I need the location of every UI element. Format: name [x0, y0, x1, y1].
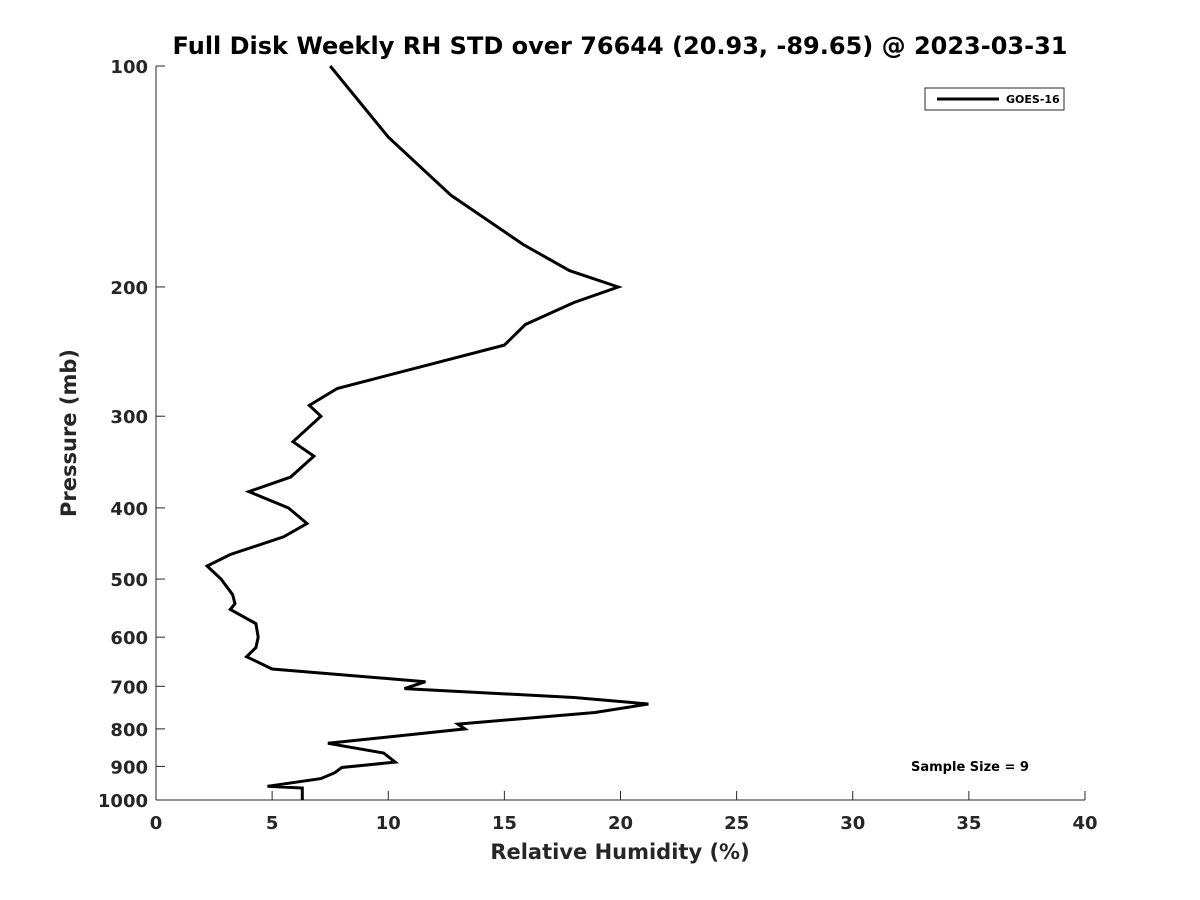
y-tick-label: 600 [110, 628, 148, 649]
x-tick-label: 5 [266, 813, 279, 834]
y-tick-label: 1000 [98, 791, 148, 812]
x-tick-label: 15 [492, 813, 517, 834]
chart-title: Full Disk Weekly RH STD over 76644 (20.9… [173, 32, 1068, 60]
series-line-goes16 [204, 65, 649, 800]
y-tick-label: 500 [110, 570, 148, 591]
x-tick-label: 35 [956, 813, 981, 834]
y-axis-label: Pressure (mb) [57, 349, 81, 517]
x-tick-label: 25 [724, 813, 749, 834]
x-tick-label: 0 [150, 813, 163, 834]
x-tick-label: 20 [608, 813, 633, 834]
y-tick-label: 200 [110, 278, 148, 299]
x-tick-label: 10 [376, 813, 401, 834]
y-tick-label: 400 [110, 499, 148, 520]
y-tick-label: 300 [110, 407, 148, 428]
y-tick-label: 900 [110, 757, 148, 778]
y-tick-label: 700 [110, 677, 148, 698]
x-tick-label: 30 [840, 813, 865, 834]
x-axis-label: Relative Humidity (%) [490, 840, 749, 864]
sample-size-annotation: Sample Size = 9 [911, 760, 1029, 775]
legend-label-goes16: GOES-16 [1006, 93, 1060, 106]
y-tick-label: 100 [110, 57, 148, 78]
x-tick-label: 40 [1072, 813, 1097, 834]
y-tick-label: 800 [110, 720, 148, 741]
legend: GOES-16 [924, 87, 1065, 111]
